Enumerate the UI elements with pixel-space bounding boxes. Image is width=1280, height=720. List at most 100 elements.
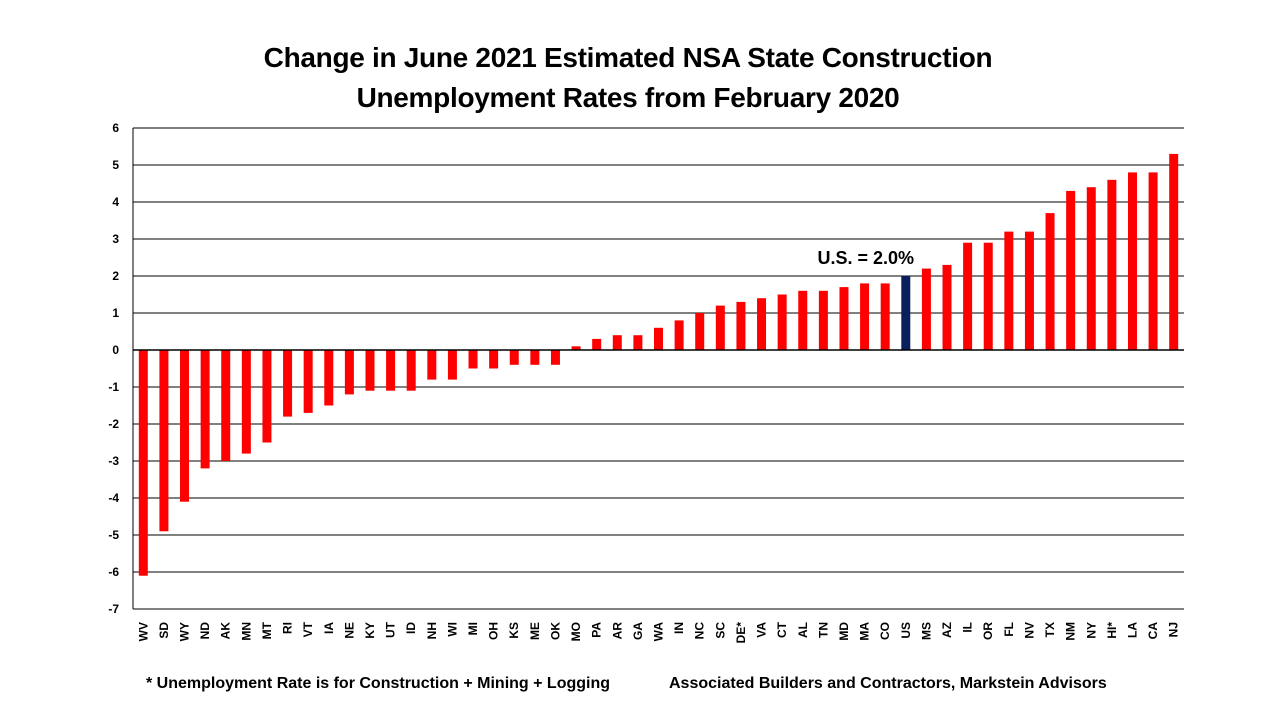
bar-tn — [818, 290, 828, 350]
y-tick-label: -1 — [108, 380, 119, 394]
bar-ri — [283, 350, 293, 417]
x-tick-label: NJ — [1167, 622, 1181, 637]
bar-mn — [241, 350, 251, 454]
bar-ks — [509, 350, 519, 365]
bar-sc — [715, 305, 725, 350]
y-tick-label: 5 — [112, 158, 119, 172]
bar-il — [963, 242, 973, 350]
bar-ms — [921, 268, 931, 350]
x-tick-label: PA — [590, 622, 604, 638]
bar-sd — [159, 350, 169, 532]
x-tick-label: DE* — [734, 622, 748, 644]
x-tick-label: LA — [1125, 622, 1139, 638]
x-tick-label: VA — [755, 622, 769, 638]
x-tick-label: NY — [1084, 622, 1098, 639]
x-tick-label: AZ — [940, 622, 954, 638]
bar-us — [901, 276, 911, 350]
grid-layer — [132, 127, 1184, 610]
bar-ct — [777, 294, 787, 350]
bar-nm — [1066, 190, 1076, 350]
x-tick-label: IN — [672, 622, 686, 634]
y-tick-label: -3 — [108, 454, 119, 468]
x-tick-label: OR — [981, 622, 995, 640]
x-tick-label: FL — [1002, 622, 1016, 637]
bar-id — [406, 350, 416, 391]
bar-tx — [1045, 213, 1055, 350]
y-tick-label: -6 — [108, 565, 119, 579]
bar-la — [1127, 172, 1137, 350]
x-tick-label: NV — [1022, 622, 1036, 639]
x-tick-label: MS — [919, 622, 933, 640]
x-tick-label: MA — [858, 622, 872, 641]
x-tick-label: KS — [507, 622, 521, 639]
x-tick-label: CT — [775, 621, 789, 638]
y-tick-label: 1 — [112, 306, 119, 320]
chart-title-line-1: Change in June 2021 Estimated NSA State … — [263, 42, 993, 73]
y-axis-ticks: 6 5 4 3 2 1 0 -1 -2 -3 -4 -5 -6 -7 — [108, 121, 119, 616]
bar-nc — [695, 313, 705, 350]
x-tick-label: IL — [961, 622, 975, 633]
bar-nj — [1169, 153, 1179, 350]
y-tick-label: -2 — [108, 417, 119, 431]
x-tick-label: TN — [816, 622, 830, 638]
bar-ok — [550, 350, 560, 365]
y-tick-label: 4 — [112, 195, 119, 209]
x-axis-labels: WV SD WY ND AK MN MT RI VT IA NE KY UT ID NH WI MI OH KS ME… — [136, 621, 1180, 643]
x-tick-label: UT — [384, 621, 398, 638]
bar-nv — [1024, 231, 1034, 350]
bar-pa — [592, 338, 602, 350]
x-tick-label: NH — [425, 622, 439, 639]
x-tick-label: NC — [693, 622, 707, 640]
us-annotation: U.S. = 2.0% — [818, 248, 915, 268]
x-tick-label: AR — [610, 622, 624, 640]
bar-mt — [262, 350, 272, 443]
bar-co — [880, 283, 890, 350]
x-tick-label: NE — [342, 622, 356, 639]
bar-ia — [324, 350, 334, 406]
x-tick-label: TX — [1043, 622, 1057, 637]
annotations: U.S. = 2.0% — [818, 248, 915, 268]
bar-ma — [860, 283, 870, 350]
y-tick-label: -7 — [108, 602, 119, 616]
bar-mi — [468, 350, 478, 369]
x-tick-label: ME — [528, 622, 542, 640]
bar-wa — [654, 327, 663, 350]
bar-nd — [200, 350, 210, 469]
x-tick-label: WI — [445, 622, 459, 637]
bar-oh — [489, 350, 499, 369]
x-tick-label: MN — [239, 622, 253, 641]
x-tick-label: WY — [178, 622, 192, 641]
x-tick-label: HI* — [1105, 622, 1119, 639]
x-tick-label: US — [899, 622, 913, 639]
x-tick-label: SC — [713, 622, 727, 639]
x-tick-label: OH — [487, 622, 501, 640]
x-tick-label: MO — [569, 622, 583, 641]
y-tick-label: 6 — [112, 121, 119, 135]
bar-hi — [1107, 179, 1117, 350]
bar-fl — [1004, 231, 1014, 350]
x-tick-label: RI — [281, 622, 295, 634]
footnote-left: * Unemployment Rate is for Construction … — [146, 675, 611, 692]
x-tick-label: IA — [322, 622, 336, 634]
x-tick-label: CA — [1146, 622, 1160, 640]
x-tick-label: AL — [796, 622, 810, 638]
x-tick-label: ID — [404, 622, 418, 634]
y-tick-label: 0 — [112, 343, 119, 357]
bar-ky — [365, 350, 375, 391]
bar-wi — [447, 350, 457, 380]
x-tick-label: SD — [157, 622, 171, 639]
chart-title: Change in June 2021 Estimated NSA State … — [0, 38, 1256, 118]
bar-va — [757, 298, 767, 350]
bar-de — [736, 301, 746, 350]
footnote-right: Associated Builders and Contractors, Mar… — [669, 675, 1107, 692]
x-tick-label: NM — [1064, 622, 1078, 641]
bar-or — [983, 242, 993, 350]
bar-ak — [221, 350, 231, 461]
x-tick-label: OK — [548, 622, 562, 640]
chart-title-line-2: Unemployment Rates from February 2020 — [356, 82, 900, 113]
y-tick-label: -5 — [108, 528, 119, 542]
x-tick-label: MD — [837, 622, 851, 641]
bar-ar — [612, 335, 622, 350]
bar-wy — [180, 350, 190, 502]
bar-az — [942, 264, 952, 350]
